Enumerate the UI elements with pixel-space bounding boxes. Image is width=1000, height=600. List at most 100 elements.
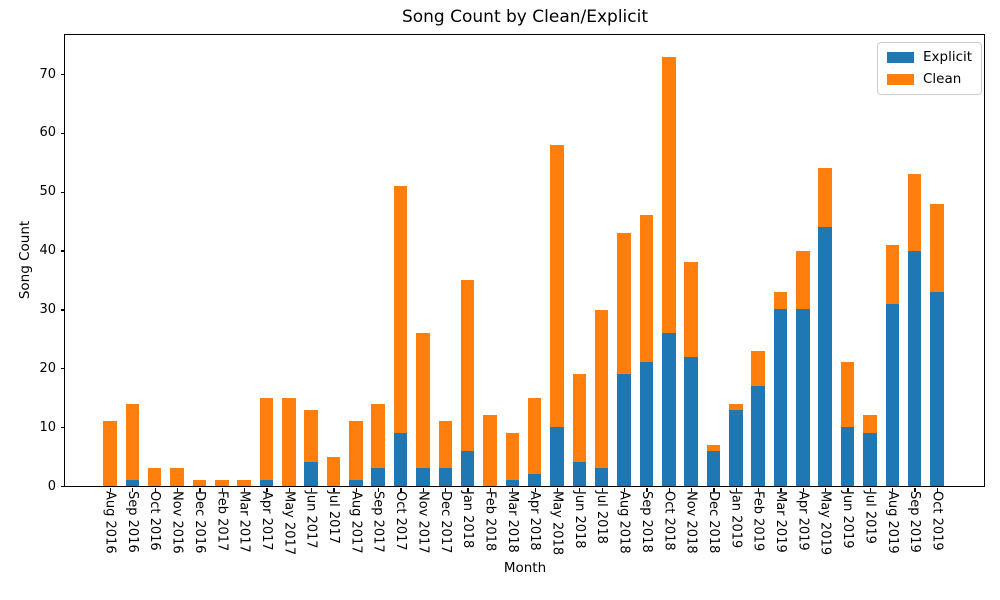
x-tick [199, 488, 201, 492]
x-tick-label: May 2017 [281, 491, 297, 556]
bar-segment-clean [706, 444, 721, 451]
x-tick-label: Apr 2019 [795, 491, 811, 551]
x-tick-label: Jun 2018 [571, 491, 587, 549]
bar-segment-clean [125, 403, 140, 481]
x-tick [892, 488, 894, 492]
x-tick-label: Jul 2018 [594, 491, 610, 544]
x-tick [311, 488, 313, 492]
bar-segment-clean [818, 168, 832, 228]
x-tick-label: Sep 2016 [124, 491, 140, 553]
x-tick [847, 488, 849, 492]
x-tick-label: May 2018 [549, 491, 565, 556]
x-tick-label: Nov 2017 [415, 491, 431, 554]
bar-segment-explicit [304, 462, 318, 486]
bar-segment-clean [259, 397, 274, 481]
x-tick-label: May 2019 [817, 491, 833, 556]
y-tick-label: 50 [39, 184, 56, 200]
x-tick-label: Mar 2017 [236, 491, 252, 553]
bar-segment-clean [103, 421, 117, 486]
x-tick-label: Jul 2019 [862, 491, 878, 544]
y-tick-label: 10 [39, 419, 56, 435]
x-tick-label: Mar 2019 [773, 491, 788, 553]
x-tick [713, 488, 715, 492]
bar-segment-clean [282, 397, 296, 486]
bar-segment-explicit [818, 227, 832, 486]
x-tick-label: Nov 2018 [683, 491, 699, 554]
x-tick [825, 488, 827, 492]
x-tick [333, 488, 335, 492]
x-tick-label: Apr 2018 [527, 491, 543, 551]
legend-swatch-clean [887, 74, 914, 85]
x-tick [512, 488, 514, 492]
bar-segment-explicit [460, 450, 475, 486]
x-tick-label: Dec 2016 [191, 491, 207, 554]
bar-segment-clean [505, 433, 520, 481]
bar-segment-clean [170, 468, 184, 486]
bar-segment-clean [885, 244, 899, 304]
bar-segment-clean [147, 468, 162, 486]
bar-segment-clean [930, 203, 944, 292]
x-tick [758, 488, 760, 492]
x-tick [221, 488, 223, 492]
bar-segment-explicit [259, 480, 274, 486]
bar-segment-explicit [662, 333, 676, 486]
x-tick [288, 488, 290, 492]
x-tick [780, 488, 782, 492]
y-tick [60, 368, 65, 370]
bar-segment-clean [237, 480, 251, 486]
x-tick-label: Jun 2017 [303, 491, 319, 549]
y-tick [60, 309, 65, 311]
y-tick [60, 250, 65, 252]
bar-segment-clean [393, 185, 408, 434]
bar-segment-clean [483, 415, 497, 486]
bar-segment-explicit [371, 468, 385, 486]
bar-segment-explicit [125, 480, 140, 486]
x-tick-label: Sep 2017 [370, 491, 386, 553]
x-tick-label: Apr 2017 [258, 491, 274, 551]
bar-segment-clean [416, 333, 430, 469]
y-tick-label: 70 [39, 66, 56, 82]
bar-segment-explicit [840, 427, 855, 486]
x-tick-label: Oct 2017 [393, 491, 409, 551]
bar-segment-explicit [885, 303, 899, 486]
bar-segment-clean [572, 374, 587, 463]
bar-segment-clean [215, 480, 229, 486]
x-tick-label: Jun 2019 [840, 491, 856, 549]
x-tick [556, 488, 559, 492]
x-tick [735, 488, 737, 492]
x-tick [869, 488, 872, 492]
x-tick [132, 488, 134, 492]
bar-segment-clean [371, 403, 385, 469]
x-tick [355, 488, 357, 492]
legend-entry-clean: Clean [887, 72, 972, 87]
bar-segment-clean [729, 403, 743, 410]
bar-segment-explicit [907, 250, 922, 486]
x-tick-label: Sep 2018 [638, 491, 654, 553]
bar-segment-clean [527, 397, 542, 475]
x-tick [579, 488, 581, 492]
bar-segment-explicit [349, 480, 363, 486]
x-tick [378, 488, 380, 492]
x-tick-label: Aug 2019 [884, 491, 900, 554]
bar-segment-explicit [684, 356, 698, 486]
legend-swatch-explicit [887, 52, 914, 63]
y-tick [60, 132, 65, 135]
x-tick [802, 488, 804, 492]
x-tick-label: Dec 2017 [437, 491, 453, 554]
bar-segment-explicit [639, 362, 654, 486]
x-tick [109, 488, 112, 492]
bar-segment-clean [662, 56, 676, 334]
legend-label-clean: Clean [923, 71, 962, 87]
bar-segment-explicit [527, 474, 542, 486]
y-tick [60, 73, 65, 76]
x-tick-label: Sep 2019 [907, 491, 923, 553]
y-tick-label: 30 [39, 301, 56, 317]
bar-segment-explicit [505, 480, 520, 486]
x-tick-label: Jul 2017 [326, 491, 341, 544]
bar-segment-explicit [572, 462, 587, 486]
legend: Explicit Clean [877, 42, 983, 95]
bar-segment-explicit [930, 291, 944, 486]
bar-segment-clean [863, 415, 877, 434]
bar-segment-clean [907, 174, 922, 251]
